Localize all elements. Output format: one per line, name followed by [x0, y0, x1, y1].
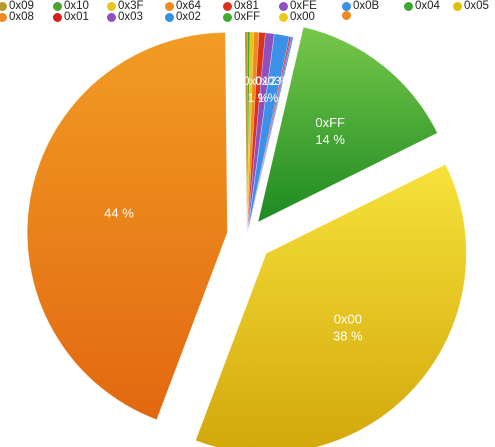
legend-label: 0xFE: [290, 0, 317, 12]
pie-slice-0x02: [247, 36, 294, 233]
slice-percent-label: 38 %: [333, 328, 363, 343]
legend-swatch: [107, 12, 116, 22]
legend-swatch: [53, 12, 62, 22]
legend-label: 0x01: [64, 11, 89, 23]
pie-slice-0xfe: [247, 32, 275, 233]
legend-label: 0x02: [176, 11, 201, 23]
legend-swatch: [0, 12, 7, 22]
legend-item: 0x81: [223, 0, 259, 12]
pie-slice-0xff: [257, 26, 438, 223]
legend-item: 0x00: [279, 11, 315, 23]
legend-swatch: [223, 12, 232, 22]
pie-slice-0x10: [246, 31, 251, 233]
small-slice-label: 0x03: [255, 74, 281, 88]
legend-swatch: [223, 1, 232, 11]
slice-percent-label: 44 %: [104, 205, 134, 220]
legend-swatch: [453, 1, 462, 11]
legend-item: 0x04: [404, 0, 440, 12]
legend-item: 0xFF: [223, 11, 260, 23]
pie-slice-0x0b: [247, 33, 290, 233]
small-slice-label: 1 %: [248, 91, 269, 105]
legend-swatch: [53, 1, 62, 11]
pie-slice-0x09: [244, 31, 248, 233]
legend-item: 0x0B: [342, 0, 379, 12]
slice-percent-label: 14 %: [315, 132, 345, 147]
legend-label: 0x10: [64, 0, 89, 12]
pie-slice-0x64: [246, 31, 260, 233]
legend-item: 0x10: [53, 0, 89, 12]
legend-item: 0x09: [0, 0, 34, 12]
legend-swatch: [165, 12, 174, 22]
pie-slice-0x03: [247, 36, 293, 233]
small-slice-label: 0x01: [243, 74, 269, 88]
pie-slice-0x01: [247, 36, 292, 233]
pie-slice-0x81: [247, 32, 266, 233]
legend-swatch: [342, 1, 351, 11]
legend-label: 0x08: [9, 11, 34, 23]
small-slice-label: 1 %: [258, 91, 279, 105]
legend-item: 0x64: [165, 0, 201, 12]
pie-slice-unlabeled: [27, 32, 228, 420]
legend-item: [342, 11, 353, 20]
slice-name-label: 0x00: [334, 311, 362, 326]
legend-item: 0x03: [107, 11, 143, 23]
small-slice-label: 2 %: [270, 74, 291, 88]
legend-item: 0x08: [0, 11, 34, 23]
legend-swatch: [279, 1, 288, 11]
legend-label: 0x0B: [353, 0, 380, 12]
pie-slice-0x00: [195, 164, 467, 447]
legend-item: 0x02: [165, 11, 201, 23]
legend-item: 0x3F: [107, 0, 144, 12]
legend-swatch: [404, 1, 413, 11]
legend-swatch: [342, 11, 351, 20]
legend-label: 0x00: [290, 11, 315, 23]
legend-label: 0x64: [176, 0, 201, 12]
legend-swatch: [165, 1, 174, 11]
legend-swatch: [0, 1, 7, 11]
legend-label: 0x03: [118, 11, 143, 23]
legend-swatch: [107, 1, 116, 11]
legend-label: 0x04: [415, 0, 440, 12]
legend-item: 0x05: [453, 0, 489, 12]
pie-slice-0x3f: [246, 31, 255, 233]
legend-swatch: [279, 12, 288, 22]
legend-label: 0x81: [234, 0, 259, 12]
legend-item: 0xFE: [279, 0, 317, 12]
slice-name-label: 0xFF: [315, 115, 345, 130]
legend-label: 0xFF: [234, 11, 261, 23]
legend-label: 0x3F: [118, 0, 144, 12]
legend-label: 0x09: [9, 0, 34, 12]
legend-label: 0x05: [464, 0, 489, 12]
legend-item: 0x01: [53, 11, 89, 23]
